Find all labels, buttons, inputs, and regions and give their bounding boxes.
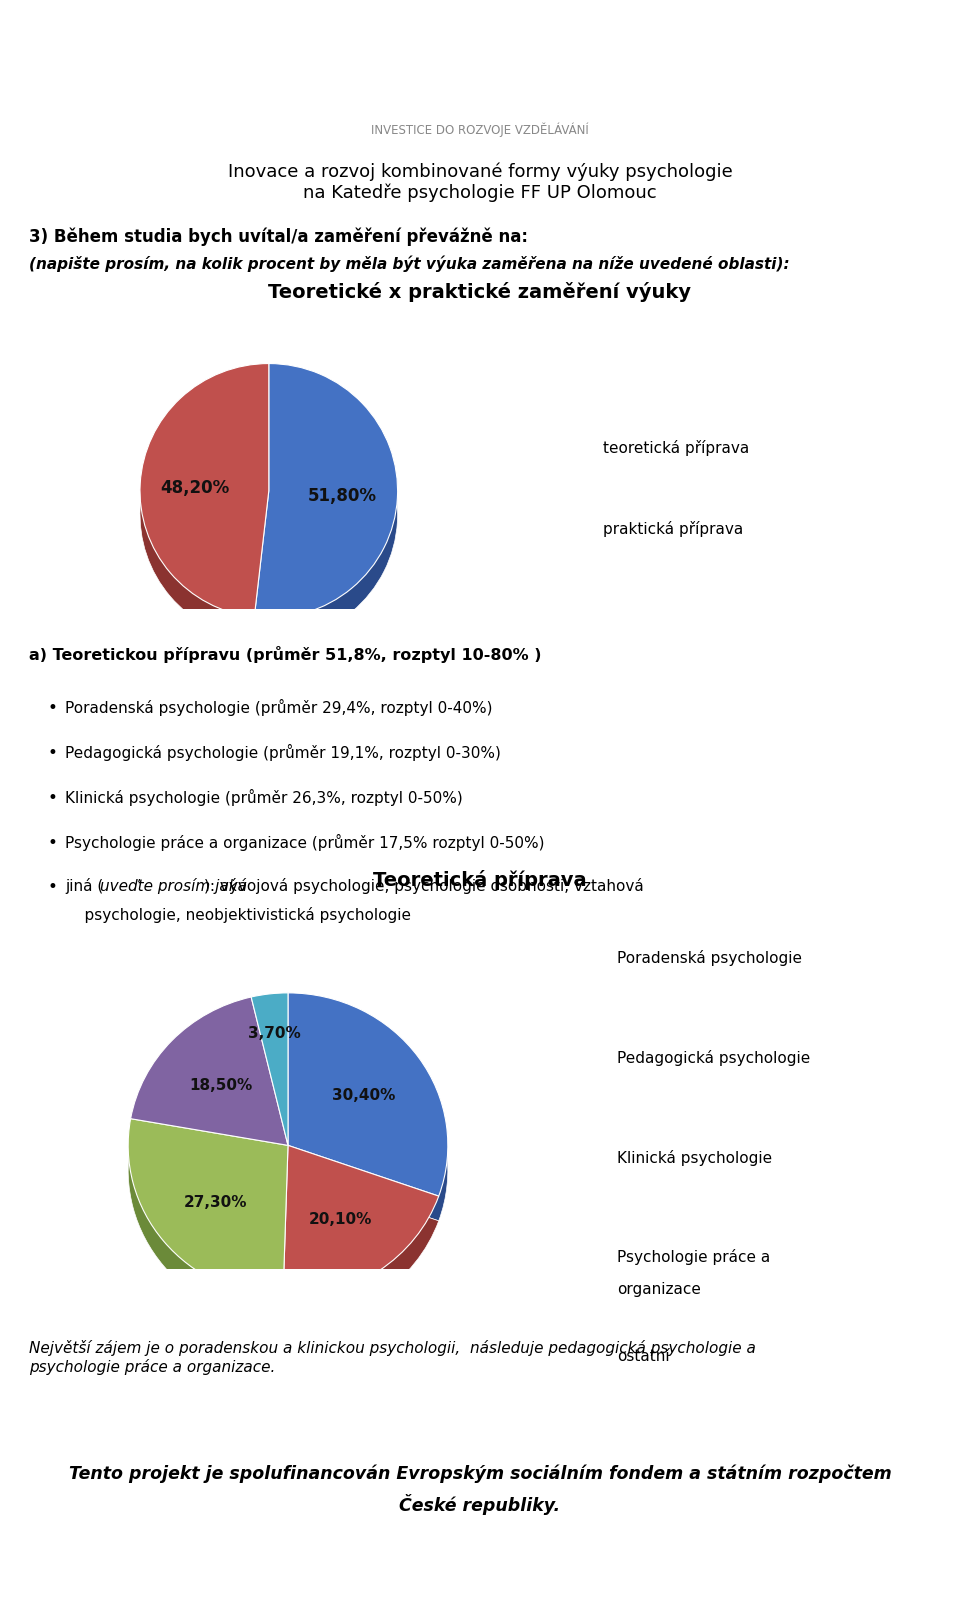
Text: Poradenská psychologie (průměr 29,4%, rozptyl 0-40%): Poradenská psychologie (průměr 29,4%, ro… — [65, 698, 492, 716]
Text: Inovace a rozvoj kombinované formy výuky psychologie: Inovace a rozvoj kombinované formy výuky… — [228, 162, 732, 181]
Text: Teoretické x praktické zaměření výuky: Teoretické x praktické zaměření výuky — [269, 282, 691, 302]
Text: •: • — [48, 743, 58, 761]
Text: •: • — [48, 788, 58, 806]
Text: Pedagogická psychologie (průměr 19,1%, rozptyl 0-30%): Pedagogická psychologie (průměr 19,1%, r… — [65, 743, 501, 761]
Text: •: • — [48, 878, 58, 896]
Text: České republiky.: České republiky. — [399, 1493, 561, 1514]
Text: 27,30%: 27,30% — [184, 1194, 248, 1209]
Text: •: • — [48, 698, 58, 716]
Wedge shape — [131, 1022, 288, 1170]
Text: jiná (: jiná ( — [65, 878, 104, 894]
Wedge shape — [252, 1018, 288, 1170]
Text: 51,80%: 51,80% — [308, 486, 376, 504]
Wedge shape — [254, 364, 397, 618]
Text: Teoretická příprava: Teoretická příprava — [373, 870, 587, 889]
Text: uveďte prosím jaká: uveďte prosím jaká — [100, 878, 247, 894]
Wedge shape — [252, 993, 288, 1146]
Text: teoretická příprava: teoretická příprava — [603, 440, 749, 456]
Text: Pedagogická psychologie: Pedagogická psychologie — [617, 1050, 810, 1066]
Text: Poradenská psychologie: Poradenská psychologie — [617, 950, 803, 966]
Text: Psychologie práce a: Psychologie práce a — [617, 1249, 771, 1265]
Wedge shape — [129, 1119, 288, 1298]
Wedge shape — [129, 1144, 288, 1323]
Wedge shape — [254, 388, 397, 642]
Text: (napište prosím, na kolik procent by měla být výuka zaměřena na níže uvedené obl: (napište prosím, na kolik procent by měl… — [29, 255, 789, 271]
Text: 20,10%: 20,10% — [309, 1212, 372, 1226]
Text: Psychologie práce a organizace (průměr 17,5% rozptyl 0-50%): Psychologie práce a organizace (průměr 1… — [65, 833, 544, 851]
Text: 48,20%: 48,20% — [160, 478, 230, 496]
Text: Největší zájem je o poradenskou a klinickou psychologii,  následuje pedagogická : Největší zájem je o poradenskou a klinic… — [29, 1339, 756, 1374]
Text: ): vývojová psychologie, psychologie osobnosti, vztahová: ): vývojová psychologie, psychologie oso… — [204, 878, 643, 894]
Text: Tento projekt je spolufinancován Evropským sociálním fondem a státním rozpočtem: Tento projekt je spolufinancován Evropsk… — [68, 1464, 892, 1483]
Text: Klinická psychologie: Klinická psychologie — [617, 1149, 773, 1165]
Text: INVESTICE DO ROZVOJE VZDĚLÁVÁNÍ: INVESTICE DO ROZVOJE VZDĚLÁVÁNÍ — [372, 122, 588, 136]
Text: 3,70%: 3,70% — [248, 1026, 300, 1040]
Text: •: • — [48, 833, 58, 851]
Wedge shape — [283, 1146, 439, 1298]
Wedge shape — [283, 1170, 439, 1323]
Wedge shape — [131, 997, 288, 1146]
Wedge shape — [288, 993, 447, 1196]
Wedge shape — [288, 1018, 447, 1221]
Text: na Katedře psychologie FF UP Olomouc: na Katedře psychologie FF UP Olomouc — [303, 183, 657, 202]
Text: Klinická psychologie (průměr 26,3%, rozptyl 0-50%): Klinická psychologie (průměr 26,3%, rozp… — [65, 788, 463, 806]
Text: psychologie, neobjektivistická psychologie: psychologie, neobjektivistická psycholog… — [65, 907, 411, 923]
Wedge shape — [140, 388, 269, 642]
Wedge shape — [140, 364, 269, 618]
Text: 3) Během studia bych uvítal/a zaměření převážně na:: 3) Během studia bych uvítal/a zaměření p… — [29, 228, 528, 246]
Text: 30,40%: 30,40% — [332, 1087, 396, 1103]
Text: organizace: organizace — [617, 1281, 701, 1295]
Text: ostatní: ostatní — [617, 1348, 670, 1363]
Text: praktická příprava: praktická příprava — [603, 520, 743, 536]
Text: 18,50%: 18,50% — [189, 1077, 252, 1093]
Text: a) Teoretickou přípravu (průměr 51,8%, rozptyl 10-80% ): a) Teoretickou přípravu (průměr 51,8%, r… — [29, 645, 541, 663]
